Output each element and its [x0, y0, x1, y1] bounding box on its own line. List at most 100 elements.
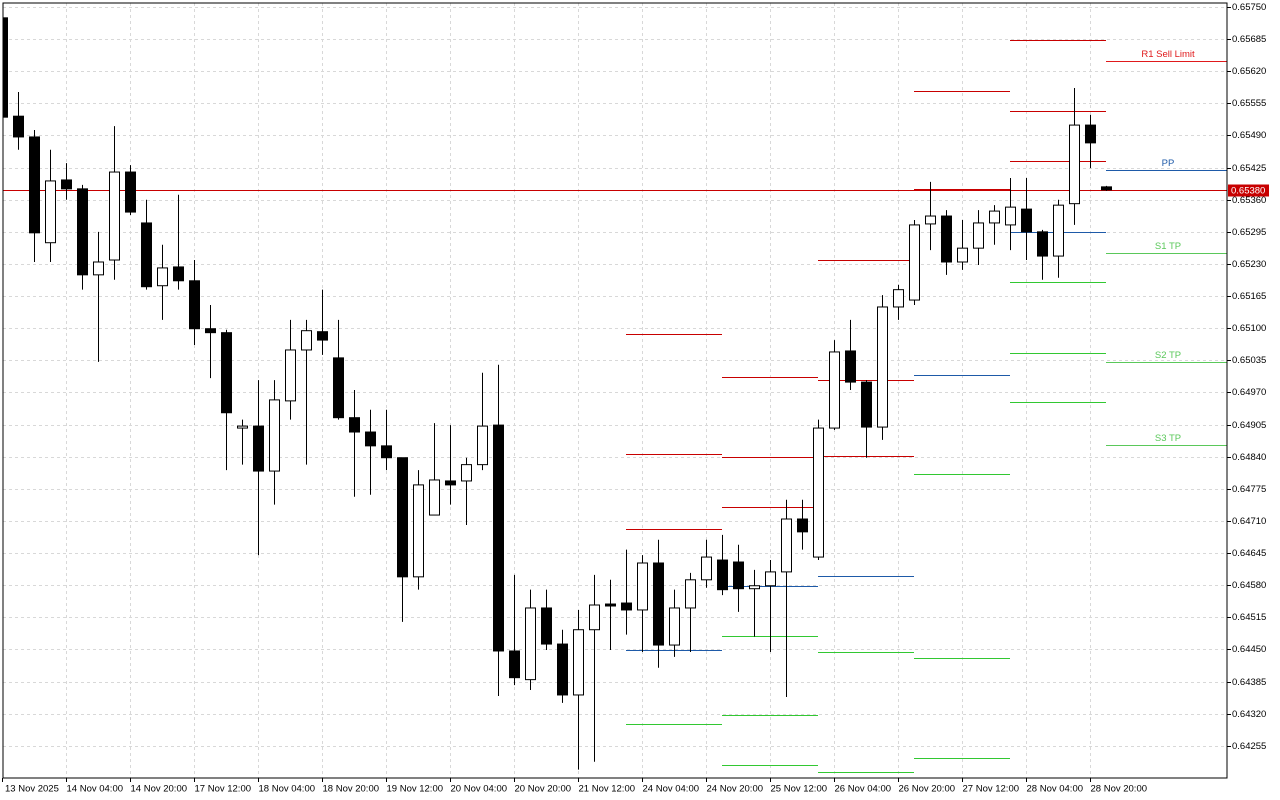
candle-body	[861, 381, 872, 428]
pivot-label: S1 TP	[1155, 241, 1181, 252]
candle-body	[669, 607, 680, 646]
x-tick-label: 18 Nov 20:00	[323, 784, 380, 795]
pivot-label: S3 TP	[1155, 433, 1181, 444]
candle-body	[909, 224, 920, 301]
candle-body	[877, 306, 888, 428]
y-tick-label: 0.64840	[1232, 452, 1266, 463]
candle-body	[189, 280, 200, 330]
x-tick-label: 14 Nov 20:00	[131, 784, 188, 795]
candle-body	[749, 585, 760, 590]
candle-body	[397, 457, 408, 578]
candle-body	[109, 171, 120, 261]
y-tick-label: 0.65685	[1232, 34, 1266, 45]
candle-body	[541, 607, 552, 645]
candle-body	[509, 650, 520, 679]
x-tick-label: 19 Nov 12:00	[387, 784, 444, 795]
candle-body	[349, 417, 360, 433]
x-tick-label: 24 Nov 20:00	[707, 784, 764, 795]
x-tick-label: 26 Nov 20:00	[899, 784, 956, 795]
y-tick-label: 0.64450	[1232, 644, 1266, 655]
x-tick-label: 17 Nov 12:00	[195, 784, 252, 795]
candle-body	[13, 115, 24, 138]
candle-body	[573, 629, 584, 696]
y-tick-label: 0.65295	[1232, 227, 1266, 238]
candle-body	[717, 559, 728, 591]
y-tick-label: 0.65490	[1232, 130, 1266, 141]
x-tick-label: 25 Nov 12:00	[771, 784, 828, 795]
price-tag	[1228, 184, 1269, 197]
candle-body	[221, 332, 232, 414]
y-tick-label: 0.64905	[1232, 420, 1266, 431]
candle-body	[557, 643, 568, 696]
candle-body	[173, 266, 184, 282]
y-tick-label: 0.64970	[1232, 387, 1266, 398]
candle-body	[365, 431, 376, 447]
candle-body	[429, 479, 440, 516]
candle-body	[925, 215, 936, 225]
x-tick-label: 18 Nov 04:00	[259, 784, 316, 795]
candle-body	[445, 480, 456, 486]
price-tag-label: 0.65380	[1231, 186, 1265, 197]
candle-body	[781, 518, 792, 573]
candle-body	[285, 349, 296, 402]
y-tick-label: 0.65620	[1232, 66, 1266, 77]
y-tick-label: 0.64775	[1232, 484, 1266, 495]
y-tick-label: 0.65100	[1232, 323, 1266, 334]
candle-body	[125, 171, 136, 213]
candle-body	[93, 261, 104, 276]
candle-body	[381, 445, 392, 459]
y-tick-label: 0.65165	[1232, 291, 1266, 302]
candle-body	[205, 328, 216, 334]
candle-body	[1053, 204, 1064, 257]
y-tick-label: 0.65230	[1232, 259, 1266, 270]
pivot-label: R1 Sell Limit	[1141, 49, 1195, 60]
x-tick-label: 20 Nov 20:00	[515, 784, 572, 795]
candle-body	[653, 562, 664, 646]
x-tick-label: 28 Nov 20:00	[1091, 784, 1148, 795]
candle-body	[1101, 186, 1112, 191]
x-tick-label: 20 Nov 04:00	[451, 784, 508, 795]
candle-body	[253, 425, 264, 472]
y-tick-label: 0.65425	[1232, 163, 1266, 174]
candle-body	[893, 289, 904, 308]
candle-body	[413, 484, 424, 578]
y-tick-label: 0.64320	[1232, 709, 1266, 720]
pivot-label: PP	[1162, 158, 1175, 169]
candle-body	[29, 136, 40, 234]
candle-body	[605, 603, 616, 607]
candle-body	[797, 518, 808, 533]
candle-body	[77, 188, 88, 276]
candle-body	[941, 215, 952, 263]
pivot-label: S2 TP	[1155, 350, 1181, 361]
candle-body	[317, 331, 328, 341]
candle-body	[701, 556, 712, 581]
candle-body	[269, 399, 280, 472]
y-tick-label: 0.64255	[1232, 741, 1266, 752]
candle-body	[733, 561, 744, 590]
candle-body	[973, 222, 984, 249]
candle-body	[477, 425, 488, 466]
candle-body	[589, 604, 600, 631]
x-tick-label: 13 Nov 2025	[5, 784, 59, 795]
candle-body	[1085, 124, 1096, 144]
candle-body	[637, 562, 648, 611]
candle-body	[957, 247, 968, 263]
y-tick-label: 0.64710	[1232, 516, 1266, 527]
y-tick-label: 0.65555	[1232, 98, 1266, 109]
candle-body	[845, 350, 856, 383]
candle-body	[3, 17, 8, 118]
candle-body	[989, 210, 1000, 224]
plot-border	[2, 2, 1228, 779]
candle-body	[765, 571, 776, 587]
candle-body	[1005, 206, 1016, 226]
y-tick-label: 0.65035	[1232, 355, 1266, 366]
candle-body	[301, 330, 312, 351]
candle-body	[61, 179, 72, 190]
x-tick-label: 14 Nov 04:00	[67, 784, 124, 795]
candle-body	[1069, 124, 1080, 205]
candle-body	[1021, 208, 1032, 233]
candle-body	[461, 464, 472, 482]
